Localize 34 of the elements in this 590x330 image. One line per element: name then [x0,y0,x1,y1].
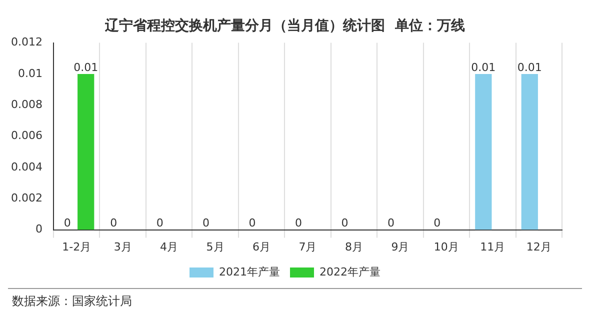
data-label: 0 [156,216,164,230]
data-label: 0 [434,216,441,230]
y-tick-label: 0 [35,222,42,236]
legend-label: 2022年产量 [320,265,380,278]
x-tick-label: 4月 [160,240,178,254]
y-tick-label: 0.01 [18,66,42,80]
data-label: 0 [341,216,348,230]
x-tick-label: 1-2月 [62,240,92,254]
x-tick-label: 9月 [391,240,410,254]
chart-title: 辽宁省程控交换机产量分月（当月值）统计图 单位：万线 [104,17,465,34]
data-label: 0.01 [471,60,496,74]
y-tick-label: 0.008 [10,98,42,111]
legend-label: 2021年产量 [219,265,280,278]
x-tick-label: 10月 [434,240,459,254]
data-label: 0 [64,216,71,230]
source-note: 数据来源：国家统计局 [12,294,132,308]
data-label: 0 [202,216,210,230]
data-label: 0 [387,216,394,230]
x-tick-label: 5月 [206,240,224,254]
data-label: 0.01 [74,60,98,74]
data-label: 0 [295,216,302,230]
x-tick-label: 12月 [526,240,552,254]
x-tick-label: 6月 [252,240,271,254]
x-tick-label: 11月 [480,240,506,254]
y-tick-label: 0.006 [10,129,42,142]
x-tick-label: 7月 [298,240,317,254]
data-label: 0 [110,216,118,230]
x-tick-label: 8月 [344,240,363,254]
y-tick-label: 0.004 [10,160,42,174]
data-label: 0.01 [517,60,542,74]
y-tick-label: 0.002 [10,191,42,204]
x-tick-label: 3月 [114,240,132,254]
data-label: 0 [248,216,256,230]
y-tick-label: 0.012 [10,36,42,49]
